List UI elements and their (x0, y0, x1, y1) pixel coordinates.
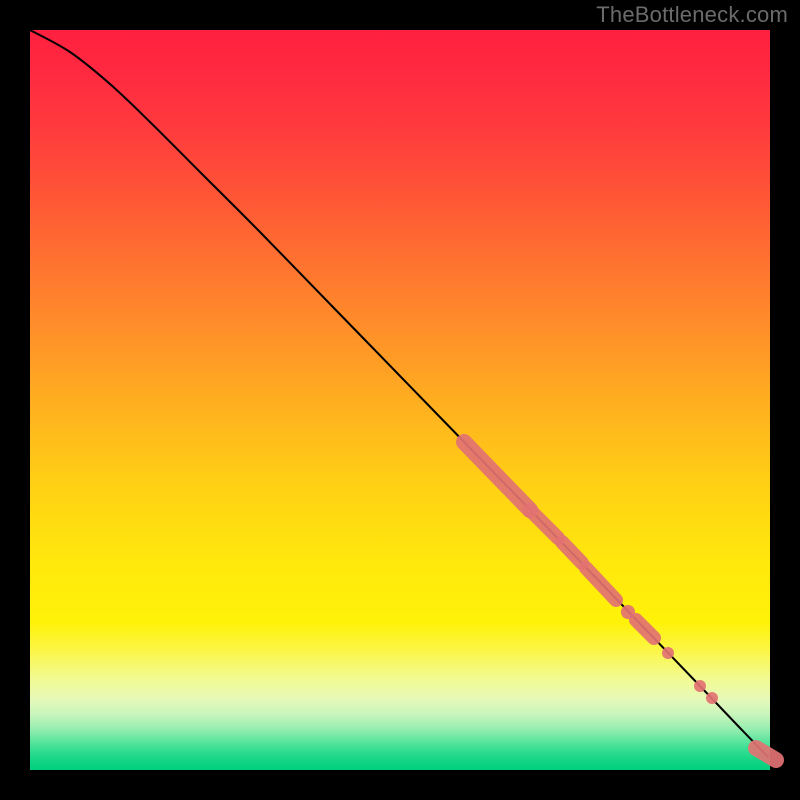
plot-background (30, 30, 770, 770)
chart-svg (0, 0, 800, 800)
data-point (662, 647, 674, 659)
attribution-label: TheBottleneck.com (596, 2, 788, 28)
data-point (694, 680, 706, 692)
chart-stage: TheBottleneck.com (0, 0, 800, 800)
data-cluster (756, 748, 776, 760)
data-point (706, 692, 718, 704)
